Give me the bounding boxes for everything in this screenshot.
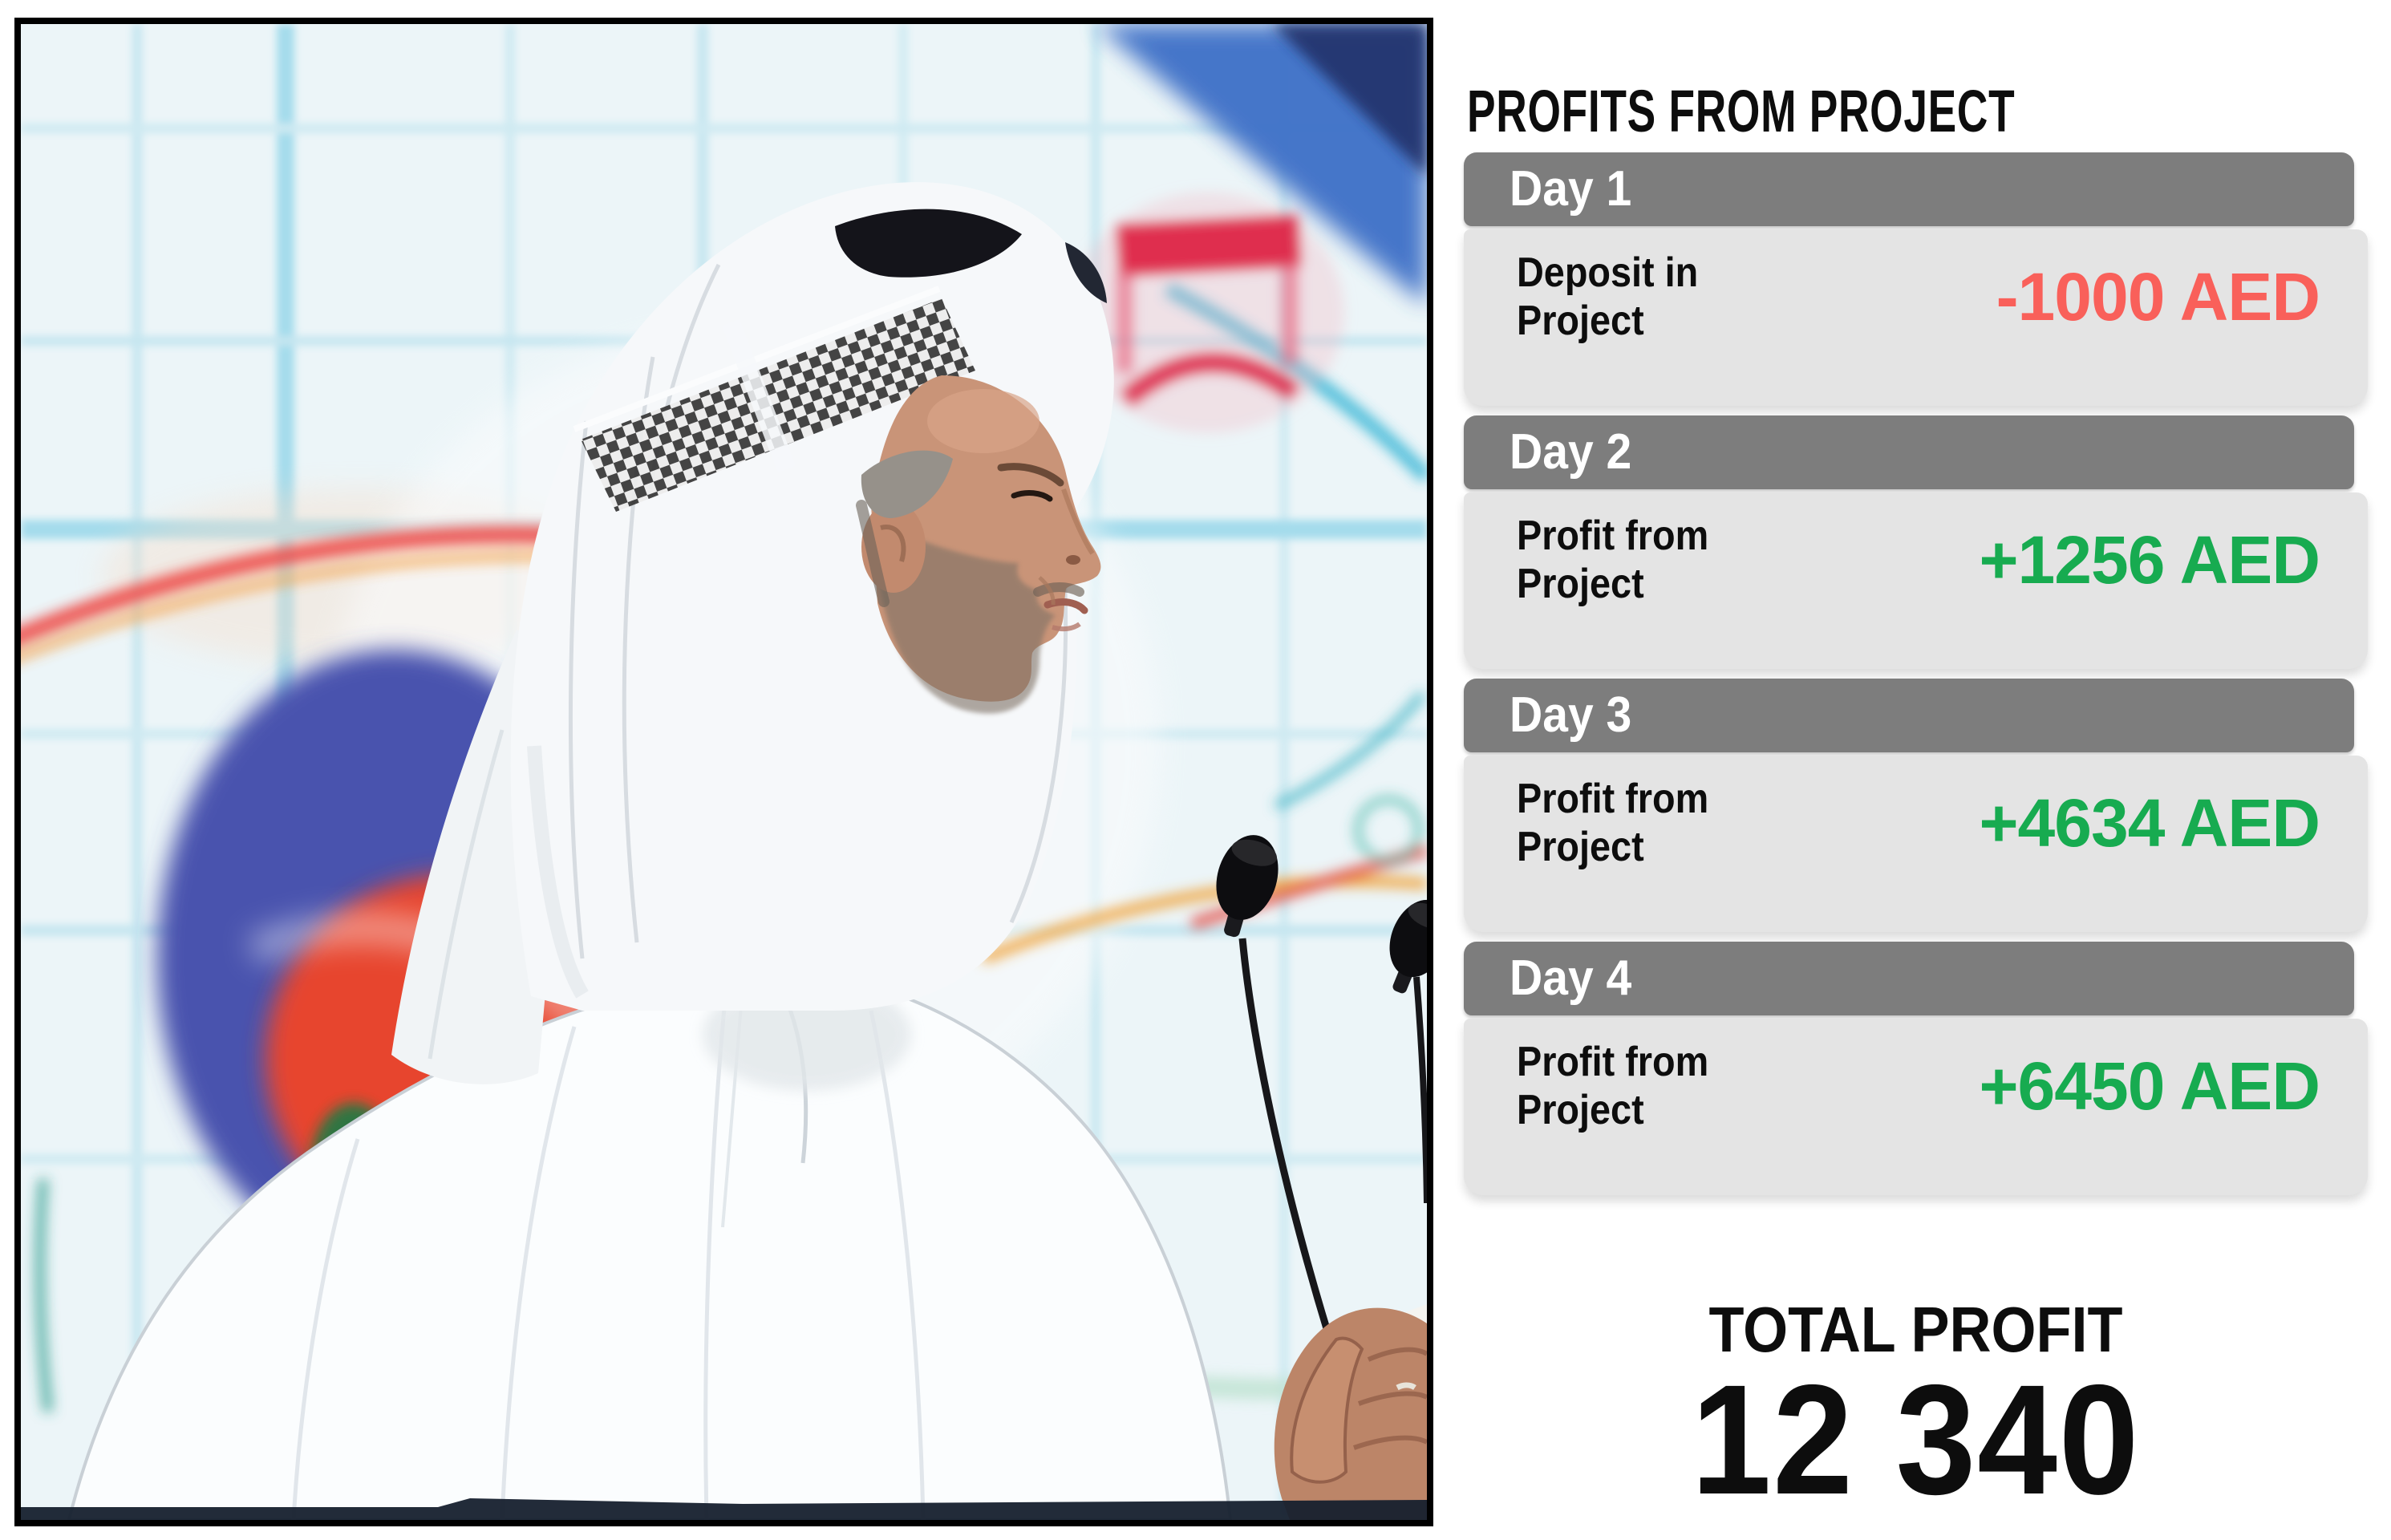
entry-label-line1: Profit from	[1517, 513, 1709, 559]
day-label: Day 2	[1510, 424, 1632, 480]
speaker-photo	[14, 18, 1433, 1526]
day-card-3: Day 3 Profit from Project +4634 AED	[1464, 679, 2368, 932]
entry-label: Profit from Project	[1517, 775, 1708, 871]
entry-label-line1: Profit from	[1517, 1039, 1709, 1085]
entry-label-line1: Deposit in	[1517, 249, 1699, 296]
day-card-4-header: Day 4	[1464, 942, 2354, 1015]
day-label: Day 1	[1510, 161, 1632, 217]
day-label: Day 4	[1510, 950, 1632, 1006]
day-card-2-body: Profit from Project +1256 AED	[1464, 492, 2368, 669]
entry-label: Deposit in Project	[1517, 249, 1698, 345]
speaker-photo-illustration	[21, 24, 1427, 1520]
day-card-3-header: Day 3	[1464, 679, 2354, 752]
panel-title: PROFITS FROM PROJECT	[1467, 78, 2016, 144]
day-card-4: Day 4 Profit from Project +6450 AED	[1464, 942, 2368, 1195]
entry-label-line2: Project	[1517, 298, 1644, 344]
entry-amount: +1256 AED	[1979, 522, 2320, 598]
day-label: Day 3	[1510, 687, 1632, 743]
entry-label: Profit from Project	[1517, 512, 1708, 608]
profits-panel: PROFITS FROM PROJECT Day 1 Deposit in Pr…	[1464, 0, 2368, 1540]
entry-amount: +6450 AED	[1979, 1048, 2320, 1124]
day-card-1: Day 1 Deposit in Project -1000 AED	[1464, 152, 2368, 406]
entry-amount: +4634 AED	[1979, 785, 2320, 861]
total-label: TOTAL PROFIT	[1708, 1294, 2123, 1365]
day-card-2-header: Day 2	[1464, 415, 2354, 489]
day-card-1-body: Deposit in Project -1000 AED	[1464, 229, 2368, 406]
day-card-1-header: Day 1	[1464, 152, 2354, 226]
entry-label-line2: Project	[1517, 561, 1644, 607]
speaker-hand	[1274, 1304, 1427, 1520]
speaker-face	[856, 375, 1101, 714]
entry-amount: -1000 AED	[1996, 259, 2320, 334]
total-value: 12 340	[1691, 1352, 2141, 1527]
day-card-4-body: Profit from Project +6450 AED	[1464, 1019, 2368, 1195]
day-card-2: Day 2 Profit from Project +1256 AED	[1464, 415, 2368, 669]
speaker-figure	[21, 182, 1427, 1520]
microphone-icon-2	[1389, 899, 1427, 1204]
entry-label-line1: Profit from	[1517, 776, 1709, 822]
entry-label-line2: Project	[1517, 1087, 1644, 1133]
entry-label: Profit from Project	[1517, 1038, 1708, 1134]
day-card-3-body: Profit from Project +4634 AED	[1464, 756, 2368, 932]
entry-label-line2: Project	[1517, 824, 1644, 870]
